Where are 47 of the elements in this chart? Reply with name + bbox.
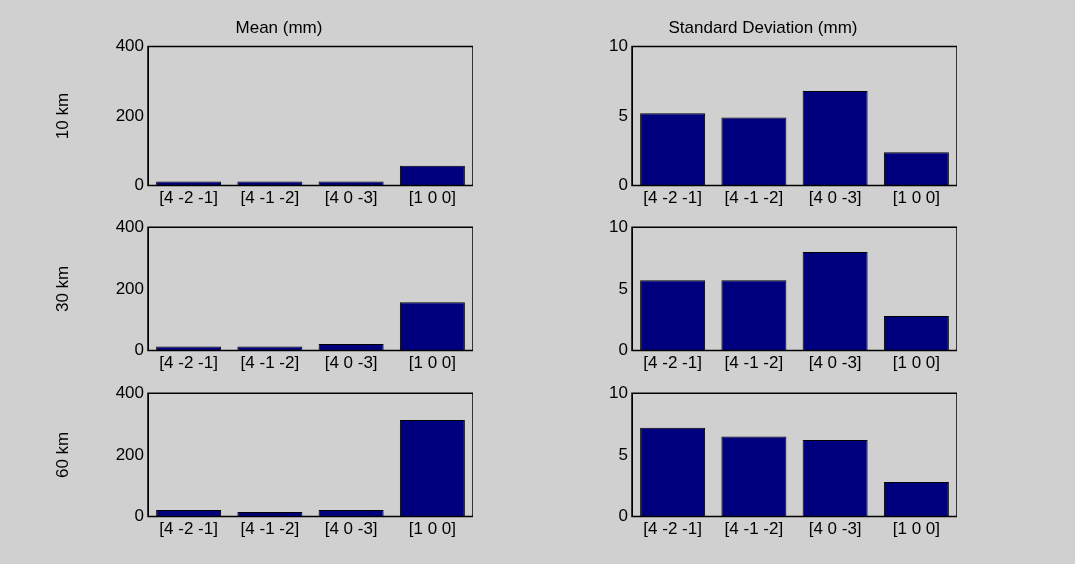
x-tick-label: [4 0 -3] — [808, 519, 862, 539]
x-tick-label: [1 0 0] — [892, 188, 941, 208]
y-tick-label: 0 — [134, 175, 144, 195]
y-tick-label: 400 — [115, 216, 144, 236]
x-tick-label: [4 0 -3] — [324, 519, 378, 539]
y-tick-label: 0 — [618, 506, 628, 526]
x-tick-label: [4 0 -3] — [808, 353, 862, 373]
x-tick-label: [1 0 0] — [408, 188, 457, 208]
x-tick-label: [4 -2 -1] — [643, 353, 702, 373]
x-tick-label: [4 -2 -1] — [643, 188, 702, 208]
y-tick-label: 10 — [609, 216, 628, 236]
x-tick-label: [1 0 0] — [408, 519, 457, 539]
x-tick-label: [4 -2 -1] — [643, 519, 702, 539]
x-tick-label: [4 0 -3] — [808, 188, 862, 208]
x-tick-label: [4 -1 -2] — [240, 353, 300, 373]
x-tick-label: [4 -1 -2] — [240, 188, 300, 208]
y-tick-label: 0 — [618, 340, 628, 360]
y-tick-label: 200 — [115, 278, 144, 298]
x-tick-label: [4 0 -3] — [324, 188, 378, 208]
y-tick-label: 0 — [618, 175, 628, 195]
y-tick-label: 200 — [115, 105, 144, 125]
y-axis-title: 10 km — [52, 92, 72, 140]
chart-title: Standard Deviation (mm) — [668, 17, 858, 37]
x-tick-label: [4 -1 -2] — [240, 519, 300, 539]
x-tick-label: [4 -1 -2] — [724, 519, 784, 539]
y-tick-label: 400 — [115, 382, 144, 402]
y-axis-title: 60 km — [52, 431, 72, 479]
y-tick-label: 10 — [609, 36, 628, 56]
x-tick-label: [4 0 -3] — [324, 353, 378, 373]
y-tick-label: 5 — [618, 444, 628, 464]
y-tick-label: 10 — [609, 382, 628, 402]
x-tick-label: [1 0 0] — [892, 519, 941, 539]
y-tick-label: 0 — [134, 340, 144, 360]
x-tick-label: [4 -2 -1] — [159, 353, 218, 373]
y-axis-title: 30 km — [52, 265, 72, 313]
y-tick-label: 200 — [115, 444, 144, 464]
y-tick-label: 5 — [618, 105, 628, 125]
y-tick-label: 5 — [618, 278, 628, 298]
x-tick-label: [4 -2 -1] — [159, 519, 218, 539]
chart-title: Mean (mm) — [235, 17, 323, 37]
x-tick-label: [4 -1 -2] — [724, 188, 784, 208]
x-tick-label: [4 -2 -1] — [159, 188, 218, 208]
x-tick-label: [4 -1 -2] — [724, 353, 784, 373]
y-tick-label: 400 — [115, 36, 144, 56]
x-tick-label: [1 0 0] — [408, 353, 457, 373]
y-tick-label: 0 — [134, 506, 144, 526]
x-tick-label: [1 0 0] — [892, 353, 941, 373]
